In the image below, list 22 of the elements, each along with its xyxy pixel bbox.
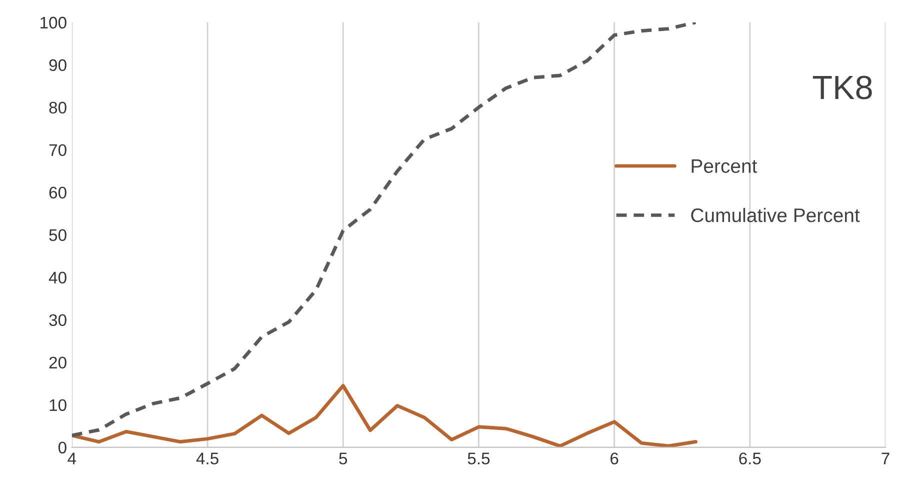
y-tick-label: 0 [58, 442, 66, 454]
x-tick-label: 6 [610, 452, 618, 464]
x-tick-label: 7 [882, 452, 890, 464]
y-tick-label: 20 [49, 356, 66, 369]
x-tick-label: 5 [339, 452, 348, 464]
y-tick-label: 100 [40, 16, 66, 29]
legend-label: Percent [692, 159, 758, 173]
y-tick-label: 90 [49, 59, 66, 72]
annotation: TK8 [812, 76, 872, 100]
x-tick-label: 4 [68, 452, 76, 464]
y-tick-label: 70 [49, 144, 66, 156]
y-tick-label: 80 [49, 102, 66, 114]
y-tick-label: 50 [49, 229, 66, 242]
y-tick-label: 40 [48, 272, 66, 284]
y-tick-label: 30 [49, 314, 66, 326]
line-series [72, 384, 698, 448]
y-tick-label: 60 [49, 186, 66, 199]
x-tick-label: 5.5 [468, 452, 490, 464]
legend-label: Cumulative Percent [691, 208, 860, 222]
y-tick-label: 10 [50, 399, 66, 412]
x-tick-label: 6.5 [739, 452, 761, 464]
x-tick-label: 4.5 [196, 452, 218, 464]
